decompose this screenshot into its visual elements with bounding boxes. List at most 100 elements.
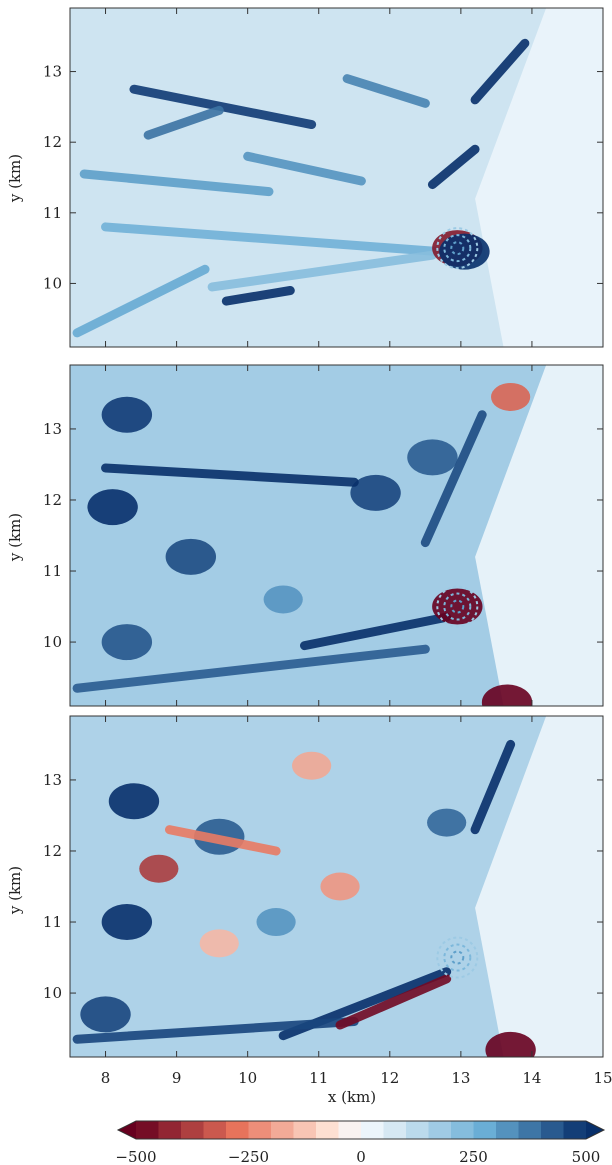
panel-bottom-ylabel: y (km) xyxy=(6,866,24,915)
vorticity-blob xyxy=(80,996,131,1033)
y-tick-label: 11 xyxy=(43,562,62,580)
panel-bottom: y (km) x (km) 10 11 12 13 8 9 10 11 12 13 14 15 xyxy=(6,715,612,1106)
colorbar: −500 −250 0 250 500 xyxy=(115,1120,606,1165)
vortex-spiral xyxy=(443,592,472,621)
vorticity-blob xyxy=(427,808,467,837)
x-tick-label: 13 xyxy=(451,1069,470,1087)
heatmap-field xyxy=(72,716,603,1057)
y-tick-label: 13 xyxy=(43,420,62,438)
vorticity-streak xyxy=(129,84,317,130)
colorbar-cell xyxy=(271,1121,294,1139)
heatmap-field xyxy=(72,8,603,347)
colorbar-cell xyxy=(316,1121,339,1139)
vorticity-streak xyxy=(207,250,437,292)
vorticity-blob xyxy=(263,585,303,614)
y-tick-label: 11 xyxy=(43,204,62,222)
vorticity-streak xyxy=(101,222,445,257)
vorticity-streak xyxy=(300,612,452,651)
vorticity-blob xyxy=(292,751,332,780)
vorticity-blob xyxy=(256,908,296,937)
x-tick-label: 8 xyxy=(101,1069,111,1087)
panel-frame xyxy=(69,715,604,1058)
y-tick-label: 12 xyxy=(43,133,62,151)
colorbar-cell xyxy=(496,1121,519,1139)
colorbar-cell xyxy=(451,1121,474,1139)
colorbar-tick-label: −500 xyxy=(115,1148,156,1165)
colorbar-cell xyxy=(406,1121,429,1139)
x-tick-label: 10 xyxy=(238,1069,257,1087)
colorbar-cell xyxy=(473,1121,497,1139)
vortex-spiral xyxy=(443,234,472,263)
vorticity-blob xyxy=(139,854,179,883)
colorbar-tick-label: 0 xyxy=(356,1148,366,1165)
vorticity-streak xyxy=(427,144,480,190)
colorbar-cell xyxy=(203,1121,227,1139)
vorticity-blob xyxy=(432,588,483,625)
colorbar-tick-label: −250 xyxy=(228,1148,269,1165)
x-tick-label: 9 xyxy=(172,1069,182,1087)
colorbar-cell xyxy=(541,1121,564,1139)
vorticity-blob xyxy=(320,872,360,901)
vortex-spiral xyxy=(450,950,465,965)
colorbar-cell xyxy=(518,1121,542,1139)
vorticity-blob xyxy=(101,904,153,941)
panel-frame xyxy=(69,7,604,348)
vortex-spiral xyxy=(450,241,465,256)
colorbar-cell xyxy=(158,1121,182,1139)
panel-bottom-xlabel: x (km) xyxy=(328,1088,376,1106)
colorbar-outline xyxy=(116,1120,606,1140)
colorbar-cell xyxy=(361,1121,384,1139)
x-tick-label: 15 xyxy=(593,1069,612,1087)
vorticity-streak xyxy=(470,739,516,835)
vorticity-streak xyxy=(470,38,530,105)
vorticity-blob xyxy=(407,439,458,476)
panel-middle: y (km) 10 11 12 13 xyxy=(6,364,604,707)
x-tick-label: 11 xyxy=(309,1069,328,1087)
y-tick-label: 10 xyxy=(43,633,62,651)
panel-top: y (km) 10 11 12 13 xyxy=(6,7,604,348)
vortex-spiral xyxy=(436,227,479,270)
vorticity-blob xyxy=(199,929,239,958)
y-tick-label: 10 xyxy=(43,274,62,292)
vorticity-streak xyxy=(420,410,487,548)
vorticity-blob xyxy=(350,474,401,511)
vorticity-blob xyxy=(101,624,153,661)
colorbar-cell xyxy=(428,1121,452,1139)
vorticity-streak xyxy=(164,825,281,856)
colorbar-extend-max xyxy=(586,1121,604,1139)
vortex-spiral xyxy=(450,599,465,614)
vortex-spiral xyxy=(443,943,472,972)
colorbar-cell xyxy=(181,1121,204,1139)
vorticity-blob xyxy=(165,538,217,575)
y-tick-label: 12 xyxy=(43,842,62,860)
y-tick-label: 11 xyxy=(43,913,62,931)
y-tick-label: 13 xyxy=(43,63,62,81)
panel-top-ylabel: y (km) xyxy=(6,154,24,203)
vorticity-streak xyxy=(243,151,366,186)
vorticity-blob xyxy=(101,396,153,433)
vorticity-streak xyxy=(79,169,274,197)
vorticity-streak xyxy=(143,105,224,140)
colorbar-cell xyxy=(226,1121,249,1139)
heatmap-field xyxy=(72,365,603,706)
panel-middle-ylabel: y (km) xyxy=(6,513,24,562)
vorticity-blob xyxy=(481,684,533,706)
colorbar-tick-label: 250 xyxy=(459,1148,488,1165)
x-tick-label: 14 xyxy=(522,1069,541,1087)
quiescent-region xyxy=(475,8,603,347)
y-tick-label: 13 xyxy=(43,771,62,789)
vorticity-streak xyxy=(335,974,452,1030)
quiescent-region xyxy=(475,716,603,1057)
colorbar-extend-min xyxy=(118,1121,136,1139)
quiescent-region xyxy=(475,365,603,706)
colorbar-cell xyxy=(338,1121,362,1139)
vortex-spiral xyxy=(436,936,479,979)
vorticity-blob xyxy=(485,1031,536,1057)
vorticity-streak xyxy=(72,1016,359,1044)
colorbar-cell xyxy=(248,1121,272,1139)
panel-frame xyxy=(69,364,604,707)
vorticity-streak xyxy=(72,644,430,693)
vorticity-streak xyxy=(72,264,210,338)
vorticity-blob xyxy=(87,489,138,526)
